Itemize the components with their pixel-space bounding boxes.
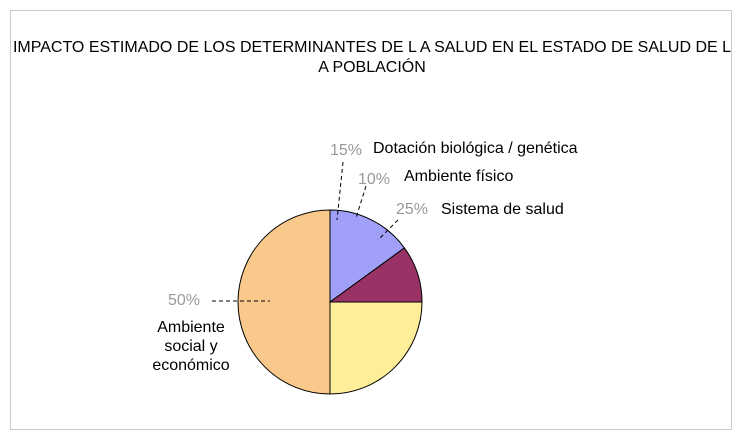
- chart-title: IMPACTO ESTIMADO DE LOS DETERMINANTES DE…: [12, 39, 732, 76]
- leader-line: [336, 161, 344, 221]
- category-label: Ambiente social y económico: [152, 319, 230, 374]
- value-label: 10%: [358, 171, 391, 188]
- leader-line: [355, 185, 367, 219]
- page: {"chart_data": {"type": "pie", "title": …: [10, 10, 732, 430]
- leader-line: [377, 219, 399, 241]
- pie-slice: [329, 301, 423, 395]
- pie-slice: [237, 209, 331, 395]
- pie-chart: [212, 161, 423, 395]
- value-label: 25%: [396, 201, 429, 218]
- value-label: 15%: [330, 142, 363, 159]
- category-label: Ambiente físico: [404, 168, 514, 185]
- value-label: 50%: [168, 292, 201, 309]
- pie-slice: [329, 209, 406, 303]
- category-label: Sistema de salud: [441, 201, 564, 218]
- category-label: Dotación biológica / genética: [373, 140, 578, 157]
